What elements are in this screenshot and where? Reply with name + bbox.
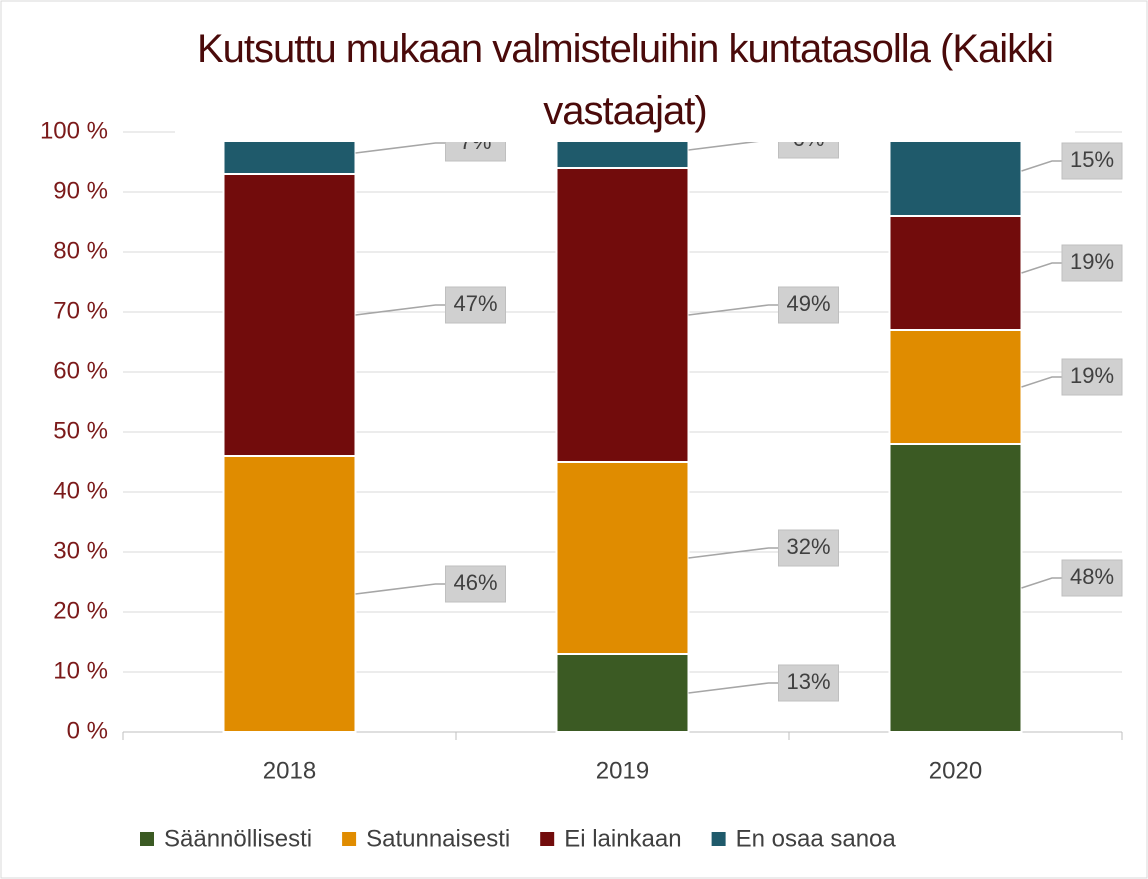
y-tick-label: 40 % [53, 477, 108, 504]
data-label: 19% [1070, 249, 1114, 274]
bar-segment [555, 653, 690, 733]
x-tick-label: 2019 [596, 757, 649, 784]
y-tick-label: 20 % [53, 597, 108, 624]
leader-line [355, 142, 446, 154]
legend-swatch [140, 832, 154, 846]
bar-segment [888, 215, 1023, 331]
leader-line [1021, 577, 1062, 589]
label-box [1061, 142, 1123, 180]
label-box [778, 664, 839, 702]
leader-line [1021, 160, 1062, 172]
data-label: 13% [786, 669, 830, 694]
chart-title: Kutsuttu mukaan valmisteluihin kuntataso… [175, 18, 1075, 142]
label-box [445, 565, 506, 603]
y-tick-label: 100 % [40, 117, 108, 144]
legend-swatch [342, 832, 357, 846]
label-box [778, 529, 839, 567]
data-label: 47% [453, 291, 497, 316]
y-tick-label: 60 % [53, 357, 108, 384]
x-tick-label: 2018 [263, 757, 316, 784]
legend-label: Satunnaisesti [366, 825, 510, 852]
data-label: 46% [453, 570, 497, 595]
bar-segment [555, 167, 690, 463]
bar-segment [555, 461, 690, 655]
bar-segment [222, 173, 357, 457]
leader-line [688, 304, 779, 316]
y-tick-label: 30 % [53, 537, 108, 564]
y-tick-label: 80 % [53, 237, 108, 264]
legend-label: Säännöllisesti [164, 825, 312, 852]
x-tick-label: 2020 [929, 757, 982, 784]
leader-line [355, 583, 446, 595]
leader-line [1021, 262, 1062, 274]
y-tick-label: 10 % [53, 657, 108, 684]
legend-label: Ei lainkaan [564, 825, 681, 852]
label-box [1061, 358, 1123, 396]
bar-segment [222, 455, 357, 733]
leader-line [355, 304, 446, 316]
y-tick-label: 50 % [53, 417, 108, 444]
data-label: 49% [786, 291, 830, 316]
leader-line [1021, 376, 1062, 388]
y-tick-label: 70 % [53, 297, 108, 324]
label-box [1061, 244, 1123, 282]
label-box [778, 286, 839, 324]
legend-swatch [540, 832, 555, 846]
y-tick-label: 90 % [53, 177, 108, 204]
legend-swatch [711, 832, 726, 846]
data-label: 15% [1070, 147, 1114, 172]
legend-label: En osaa sanoa [736, 825, 897, 852]
y-tick-label: 0 % [67, 717, 108, 744]
data-label: 48% [1070, 564, 1114, 589]
bar-segment [888, 329, 1023, 445]
leader-line [688, 682, 779, 694]
data-label: 32% [786, 534, 830, 559]
data-label: 19% [1070, 363, 1114, 388]
label-box [1061, 559, 1123, 597]
bar-segment [888, 443, 1023, 733]
leader-line [688, 547, 779, 559]
label-box [445, 286, 506, 324]
